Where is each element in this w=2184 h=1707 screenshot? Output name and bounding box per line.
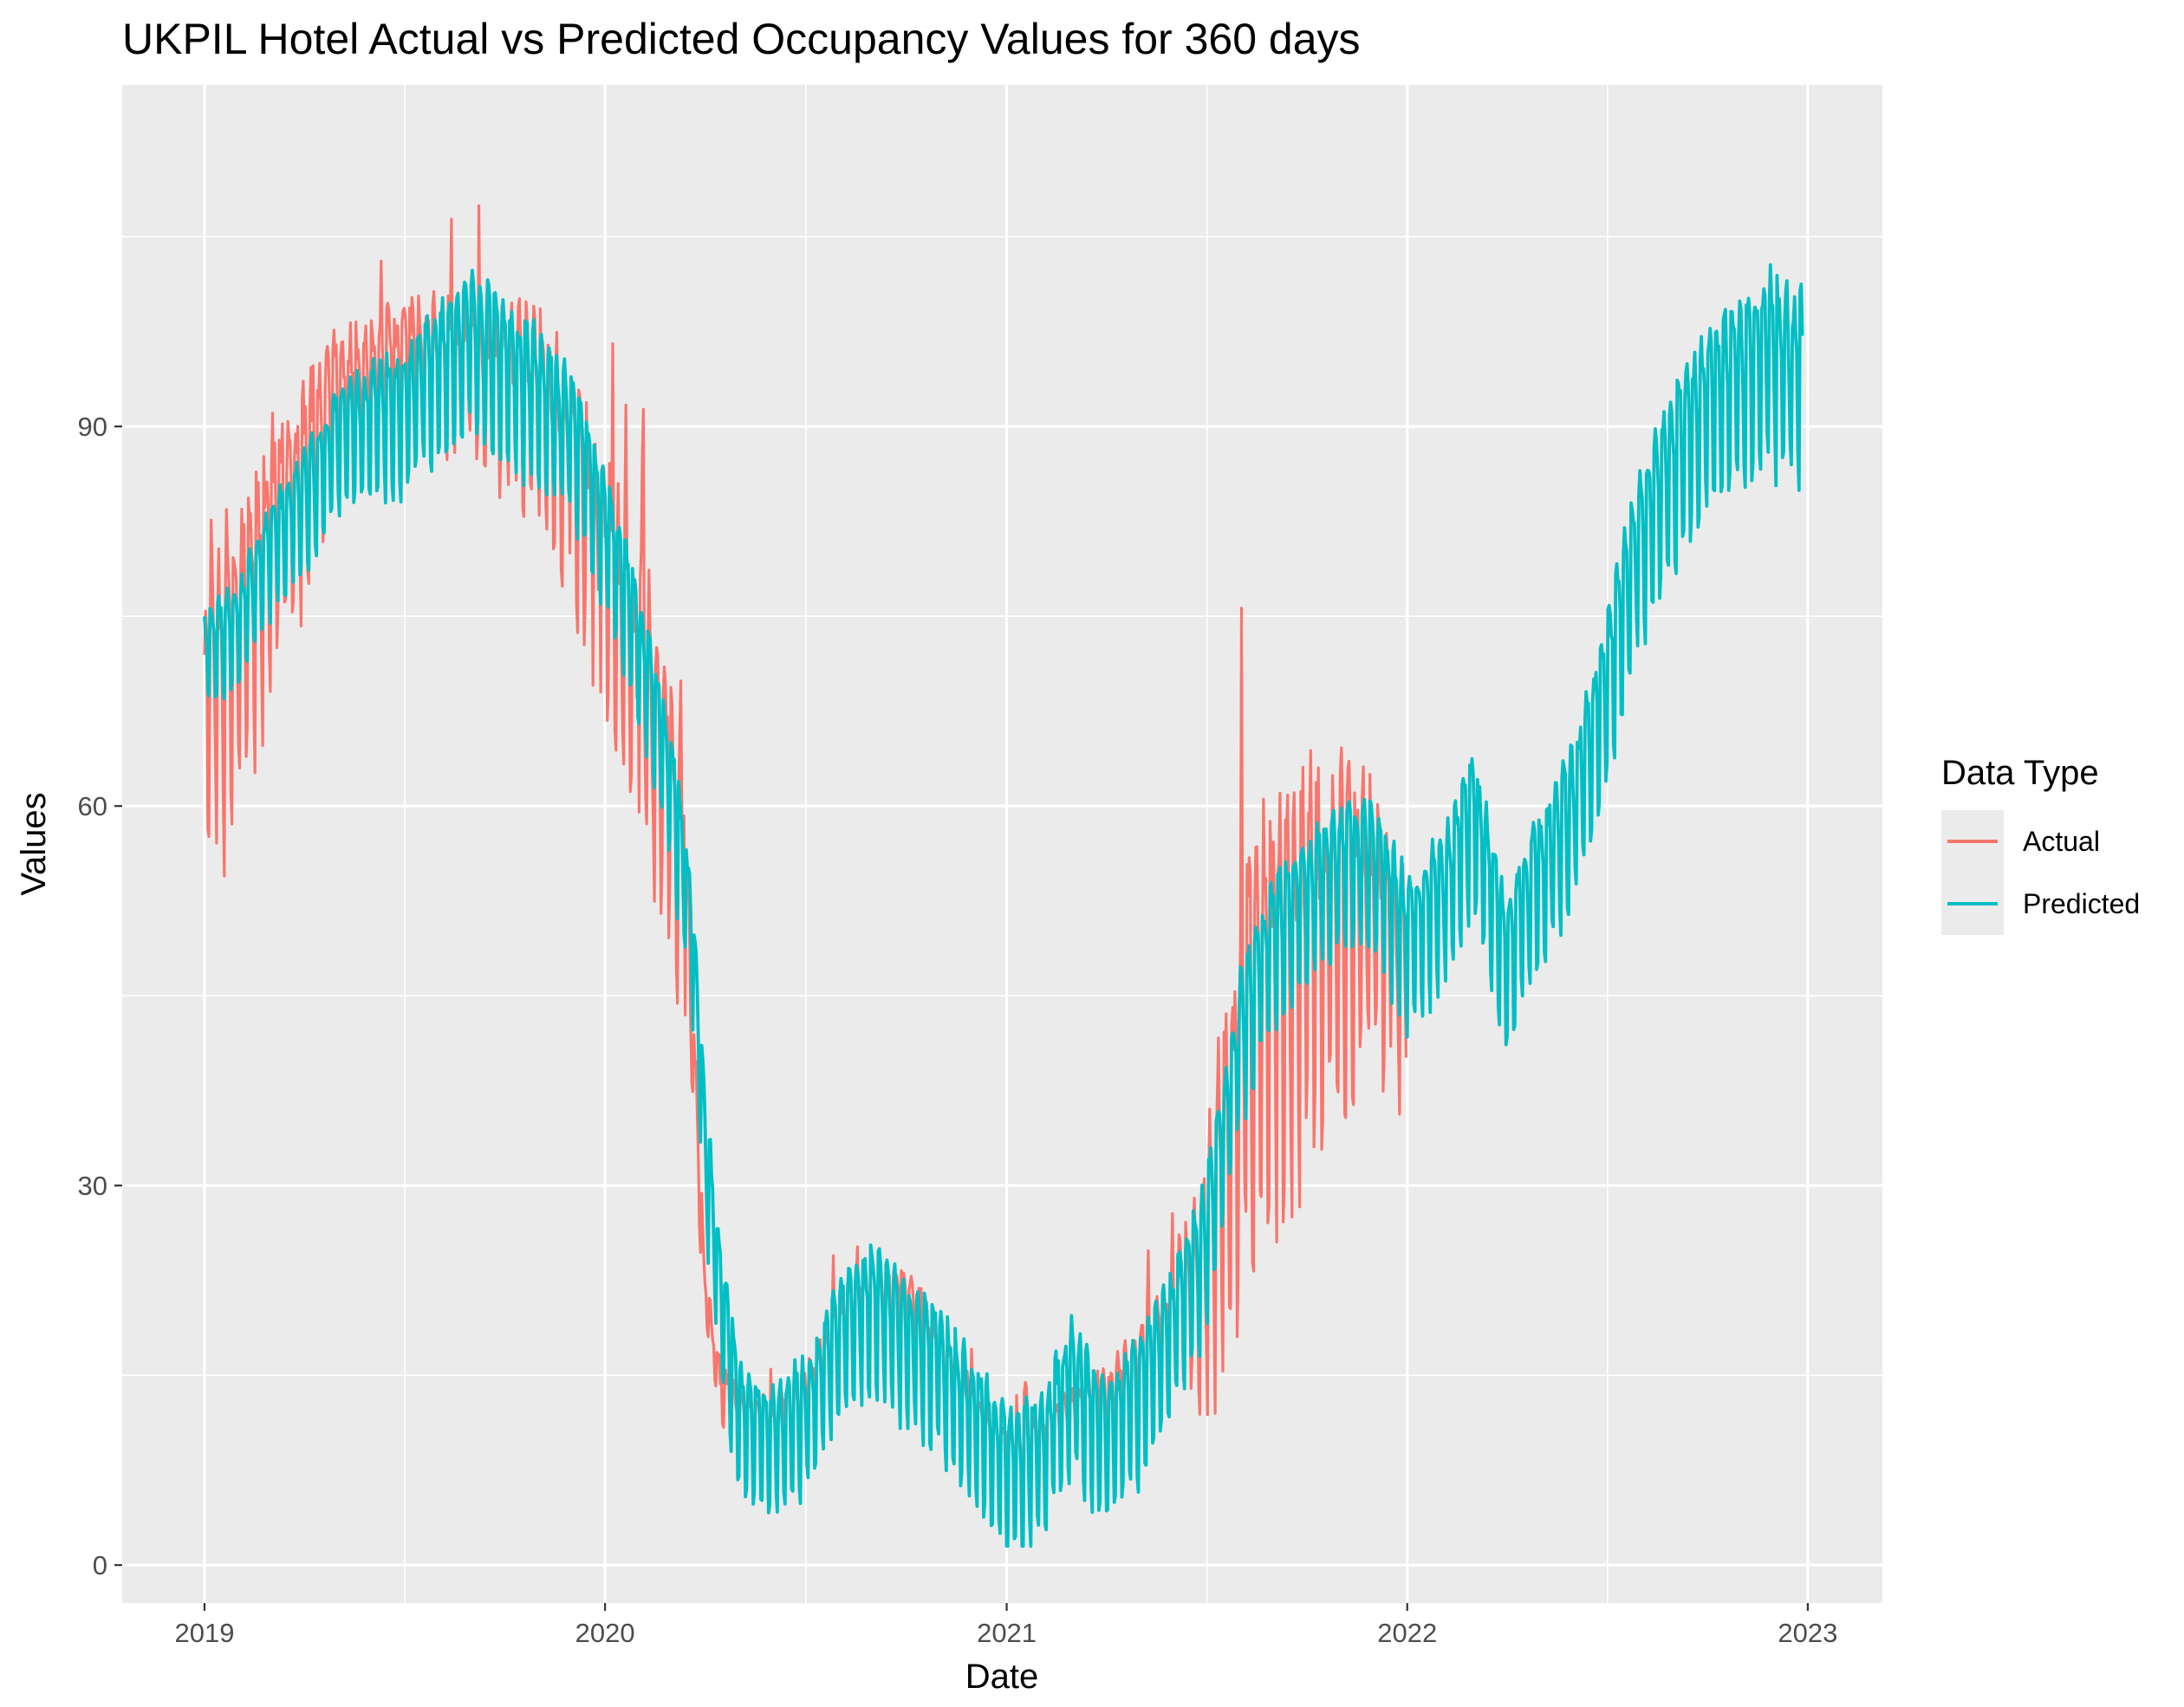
- x-axis-title: Date: [965, 1658, 1039, 1696]
- series-layer: [203, 204, 1804, 1548]
- y-tick-label: 30: [78, 1171, 107, 1201]
- plot-panel: [122, 85, 1882, 1603]
- x-tick-label: 2023: [1778, 1618, 1837, 1648]
- x-tick-label: 2019: [174, 1618, 234, 1648]
- x-tick-label: 2022: [1377, 1618, 1437, 1648]
- series-line-predicted: [203, 263, 1804, 1548]
- legend-item-predicted: Predicted: [1941, 873, 2140, 935]
- chart-title: UKPIL Hotel Actual vs Predicted Occupanc…: [122, 15, 1361, 63]
- y-tick-label: 60: [78, 791, 107, 821]
- y-tick-label: 0: [93, 1550, 107, 1580]
- x-tick-label: 2021: [977, 1618, 1037, 1648]
- legend-item-actual: Actual: [1941, 810, 2100, 873]
- legend-label-predicted: Predicted: [2023, 888, 2140, 919]
- minor-gridlines: [122, 85, 1882, 1603]
- y-axis-title: Values: [15, 792, 53, 895]
- legend-label-actual: Actual: [2023, 826, 2100, 857]
- legend-title: Data Type: [1941, 754, 2099, 792]
- x-tick-label: 2020: [575, 1618, 635, 1648]
- axes: 2019 2020 2021 2022 2023 0 30 60 90: [78, 412, 1838, 1648]
- legend: Data Type Actual Predicted: [1941, 754, 2140, 935]
- y-tick-label: 90: [78, 412, 107, 442]
